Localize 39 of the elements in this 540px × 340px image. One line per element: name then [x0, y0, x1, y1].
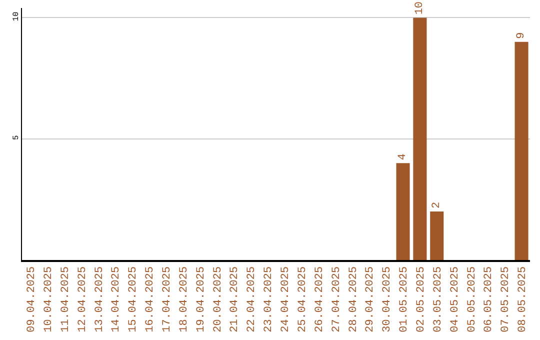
x-tick-label: 30.04.2025 [382, 266, 394, 332]
bar [396, 163, 410, 260]
data-label: 10 [414, 1, 426, 15]
x-tick-label: 15.04.2025 [128, 266, 140, 332]
x-tick-label: 26.04.2025 [314, 266, 326, 332]
y-tick-label: 5 [12, 135, 21, 140]
x-tick-label: 03.05.2025 [432, 266, 444, 332]
bar [413, 18, 427, 260]
bar [430, 212, 444, 260]
x-tick-label: 12.04.2025 [76, 266, 89, 332]
data-label: 4 [397, 153, 409, 160]
x-tick-label: 16.04.2025 [144, 266, 157, 332]
x-tick-label: 11.04.2025 [60, 266, 72, 332]
x-tick-label: 21.04.2025 [229, 266, 242, 332]
x-tick-label: 01.05.2025 [398, 266, 411, 332]
x-tick-label: 07.05.2025 [500, 266, 512, 332]
x-tick-label: 18.04.2025 [178, 266, 190, 332]
data-label: 9 [516, 32, 528, 39]
bar [514, 42, 528, 260]
x-tick-label: 05.05.2025 [466, 266, 478, 332]
x-tick-label: 27.04.2025 [330, 266, 343, 332]
x-tick-label: 06.05.2025 [483, 266, 496, 332]
x-tick-label: 08.05.2025 [517, 266, 530, 332]
data-label: 2 [430, 202, 443, 209]
x-tick-label: 02.05.2025 [416, 266, 428, 332]
x-tick-label: 10.04.2025 [42, 266, 55, 332]
x-tick-label: 14.04.2025 [110, 266, 123, 332]
x-tick-label: 04.05.2025 [449, 266, 462, 332]
x-tick-label: 13.04.2025 [94, 266, 106, 332]
x-tick-label: 24.04.2025 [280, 266, 292, 332]
x-tick-label: 25.04.2025 [296, 266, 309, 332]
x-tick-label: 09.04.2025 [26, 266, 38, 332]
x-tick-label: 29.04.2025 [364, 266, 377, 332]
x-tick-label: 20.04.2025 [212, 266, 224, 332]
x-tick-label: 17.04.2025 [162, 266, 174, 332]
x-tick-label: 19.04.2025 [195, 266, 208, 332]
x-tick-label: 23.04.2025 [263, 266, 276, 332]
x-tick-label: 22.04.2025 [246, 266, 258, 332]
x-tick-label: 28.04.2025 [348, 266, 360, 332]
